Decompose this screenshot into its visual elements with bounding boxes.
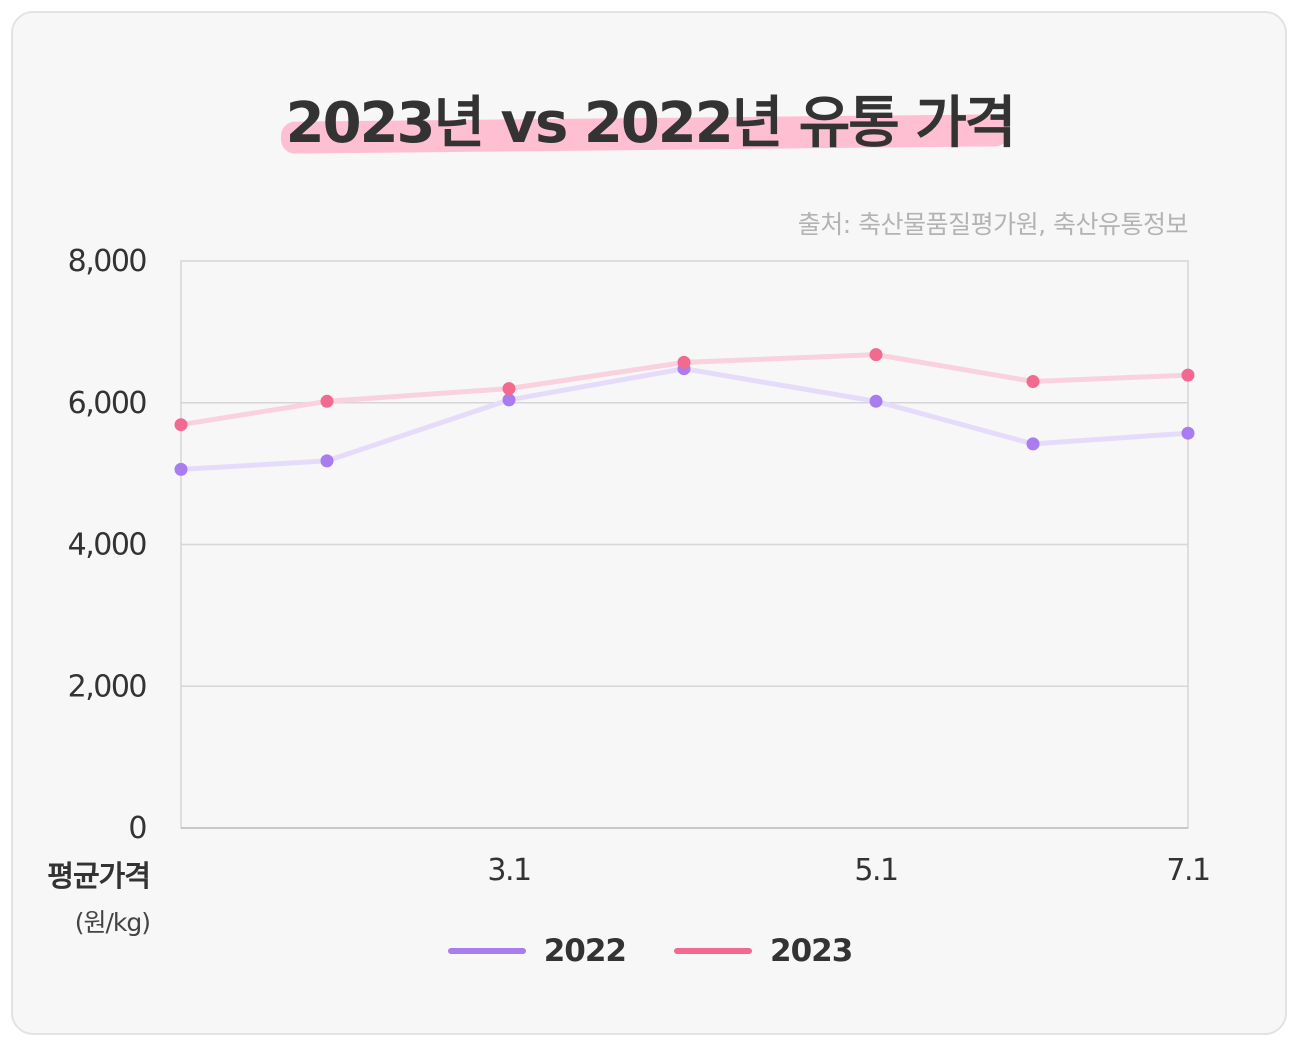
legend-swatch-2023 <box>674 948 752 954</box>
x-tick-label: 5.1 <box>854 853 897 888</box>
y-tick-label: 8,000 <box>68 244 147 279</box>
legend-item-2023: 2023 <box>674 933 853 969</box>
data-point-2023 <box>320 394 334 408</box>
data-point-2022 <box>174 462 188 476</box>
data-point-2022 <box>1181 426 1195 440</box>
x-tick-label: 3.1 <box>487 853 530 888</box>
y-tick-label: 2,000 <box>68 669 147 704</box>
x-tick-label: 7.1 <box>1166 853 1209 888</box>
data-point-2023 <box>1026 375 1040 388</box>
chart-title: 2023년 vs 2022년 유통 가격 <box>285 91 1017 156</box>
data-point-2023 <box>677 355 691 369</box>
y-axis-unit: (원/kg) <box>74 908 151 937</box>
y-tick-label: 6,000 <box>68 386 147 421</box>
legend-label-2023: 2023 <box>770 933 853 969</box>
data-point-2023 <box>869 348 883 362</box>
legend-label-2022: 2022 <box>543 933 627 969</box>
source-note: 출처: 축산물품질평가원, 축산유통정보 <box>797 210 1189 239</box>
data-point-2022 <box>320 454 334 468</box>
data-point-2023 <box>1181 368 1195 382</box>
legend: 2022 2023 <box>0 933 1300 969</box>
y-tick-label: 0 <box>128 811 146 846</box>
title-block: 2023년 vs 2022년 유통 가격 <box>0 70 1300 160</box>
data-point-2022 <box>502 393 516 407</box>
y-tick-label: 4,000 <box>68 528 147 563</box>
data-point-2023 <box>174 418 188 432</box>
data-point-2023 <box>502 382 516 396</box>
legend-swatch-2022 <box>447 948 526 954</box>
data-point-2022 <box>869 394 883 408</box>
y-axis-title: 평균가격 (원/kg) <box>47 853 151 939</box>
y-axis-label: 평균가격 <box>47 859 151 893</box>
legend-item-2022: 2022 <box>447 933 627 969</box>
data-point-2022 <box>1026 437 1040 451</box>
